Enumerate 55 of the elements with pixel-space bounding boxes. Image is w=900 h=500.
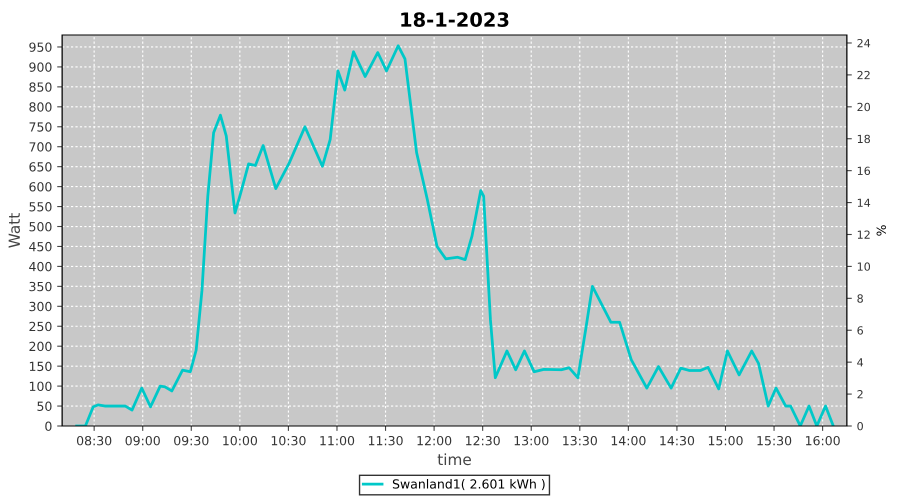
y-tick-label: 800	[29, 102, 52, 112]
x-tick-label: 12:00	[417, 436, 452, 446]
y2-tick-label: 20	[857, 102, 870, 112]
y-tick-label: 600	[29, 182, 52, 192]
x-tick-label: 11:00	[320, 436, 354, 446]
x-tick-label: 11:30	[368, 436, 403, 446]
x-tick-label: 09:00	[126, 436, 160, 446]
y-tick-label: 450	[29, 242, 52, 252]
y2-axis-title: %	[876, 225, 886, 236]
y2-tick-label: 14	[858, 198, 870, 207]
line-series	[75, 44, 835, 426]
x-tick-label: 10:30	[272, 436, 306, 446]
y2-tick-label: 16	[858, 166, 870, 176]
y2-tick-label: 0	[857, 422, 863, 430]
x-tick-label: 12:30	[466, 436, 500, 446]
x-tick-label: 08:30	[76, 436, 112, 446]
x-tick-label: 15:00	[708, 436, 743, 446]
y-tick-label: 250	[29, 322, 52, 332]
y-tick-label: 650	[29, 162, 52, 172]
chart-title: 18-1-2023	[401, 12, 508, 27]
x-tick-label: 09:30	[174, 436, 208, 446]
x-tick-label: 10:00	[223, 436, 258, 446]
y2-tick-label: 18	[858, 134, 870, 144]
x-tick-label: 13:30	[563, 436, 597, 446]
y-tick-label: 0	[45, 421, 52, 431]
y-tick-label: 400	[29, 262, 52, 272]
x-tick-label: 16:00	[806, 436, 840, 446]
legend-label: Swanland1( 2.601 kWh )	[392, 479, 545, 490]
y-tick-label: 200	[29, 342, 52, 352]
y2-tick-label: 10	[858, 262, 870, 271]
x-tick-label: 15:30	[757, 436, 792, 446]
y-tick-label: 950	[29, 42, 52, 52]
x-tick-label: 13:00	[514, 436, 548, 446]
y-tick-label: 100	[30, 382, 52, 392]
x-tick-label: 14:00	[612, 436, 646, 446]
y2-tick-label: 24	[857, 38, 870, 48]
x-tick-label: 14:30	[660, 436, 694, 446]
y2-tick-label: 4	[857, 358, 864, 366]
y-tick-label: 700	[30, 142, 52, 152]
y2-tick-label: 22	[857, 70, 870, 80]
y2-tick-label: 8	[857, 294, 863, 303]
y-axis-title: Watt	[8, 213, 20, 248]
x-axis-title: time	[438, 453, 471, 466]
y-tick-label: 750	[30, 122, 52, 132]
y-tick-label: 850	[29, 82, 52, 92]
y-tick-label: 550	[29, 202, 52, 212]
y2-tick-label: 12	[858, 230, 870, 239]
y-tick-label: 500	[29, 222, 52, 232]
y-tick-label: 350	[29, 282, 52, 292]
y-tick-label: 50	[37, 402, 52, 411]
y-tick-label: 300	[29, 302, 52, 312]
y2-tick-label: 2	[857, 390, 863, 398]
y-tick-label: 900	[29, 62, 52, 72]
y-tick-label: 150	[30, 362, 52, 372]
y2-tick-label: 6	[857, 326, 863, 335]
